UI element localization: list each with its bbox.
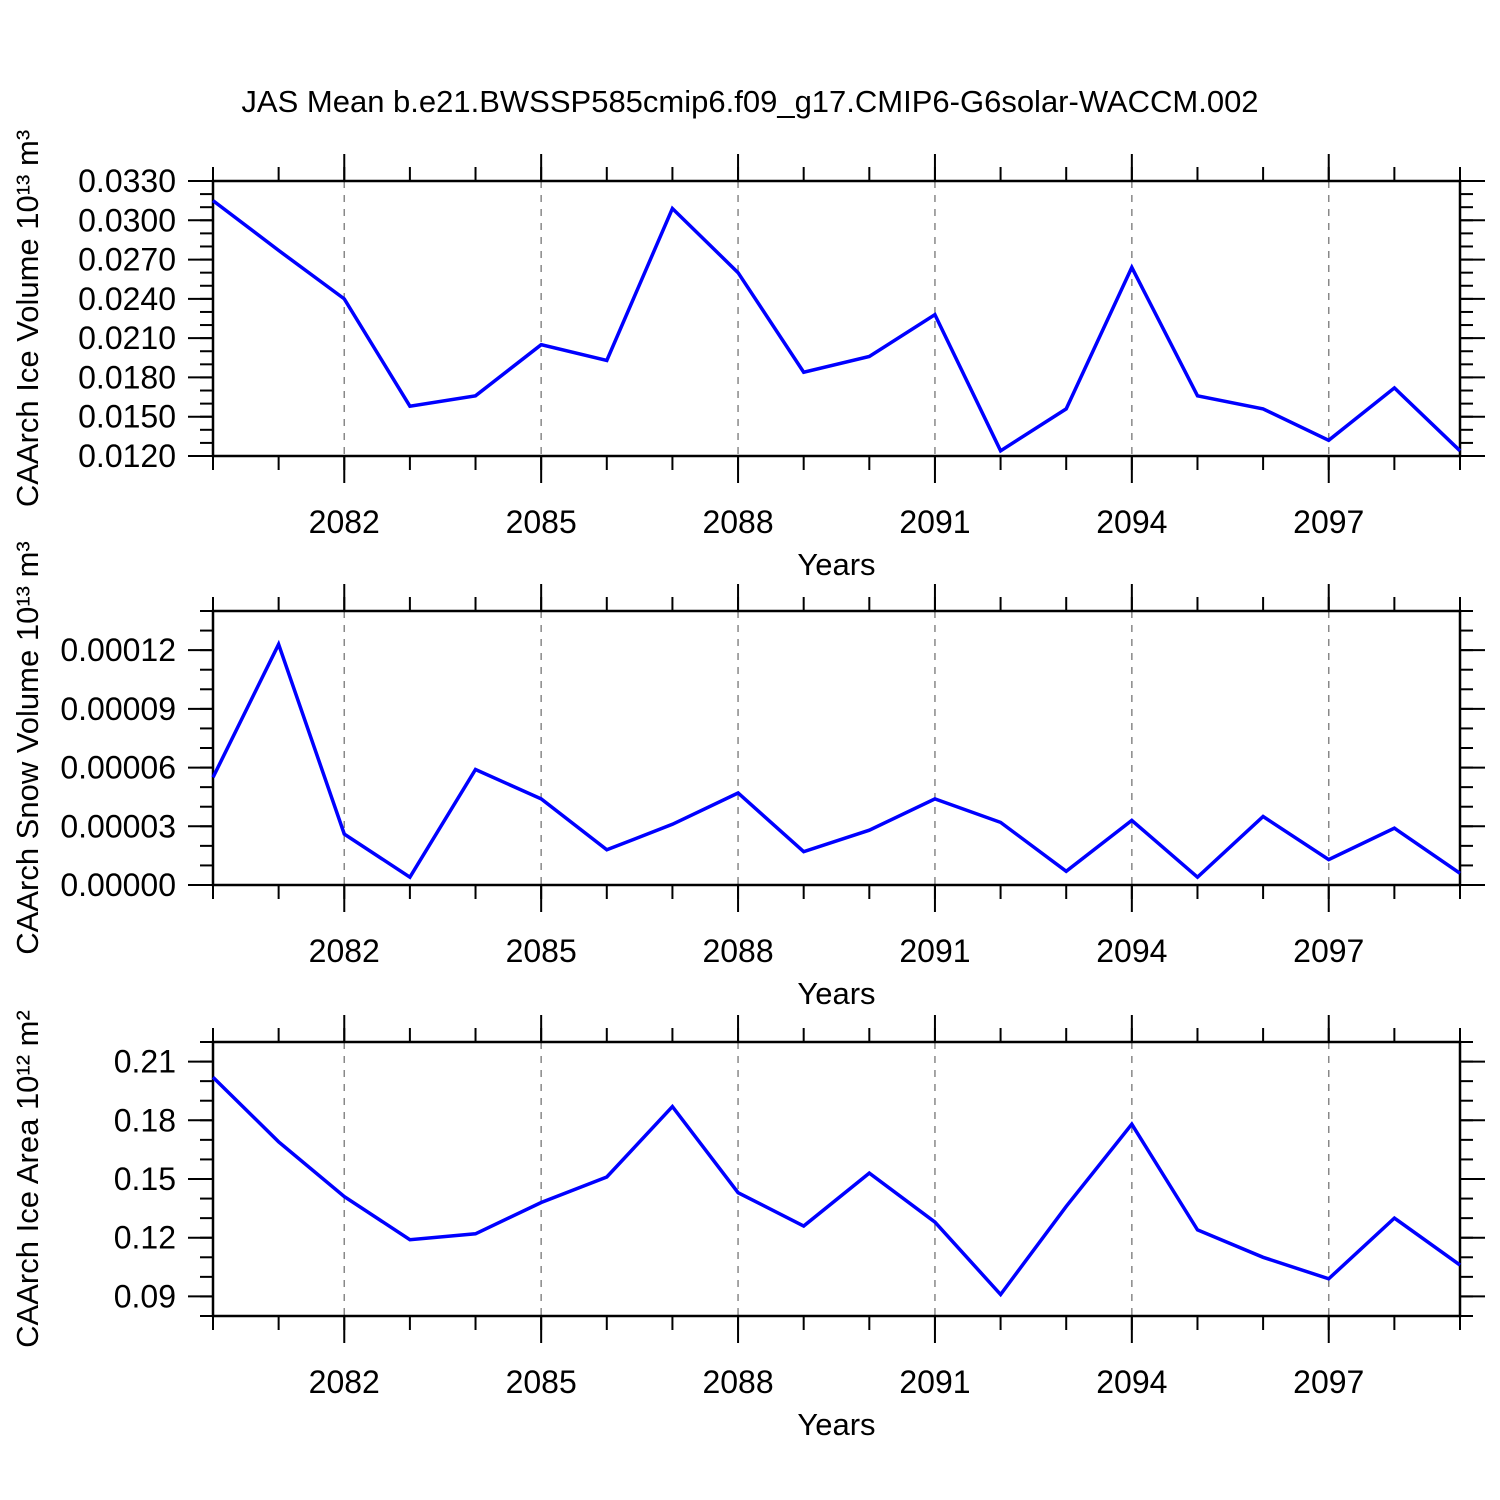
x-tick-label: 2091: [899, 933, 970, 969]
y-tick-label: 0.0150: [78, 399, 176, 435]
x-tick-label: 2085: [506, 1364, 577, 1400]
x-tick-label: 2094: [1096, 933, 1167, 969]
y-tick-label: 0.0300: [78, 202, 176, 238]
panel-snow-volume: 2082 2085 2088 2091 2094 2097 0.00012 0.00009 0.…: [10, 541, 1485, 1011]
y-tick-label: 0.15: [114, 1161, 176, 1197]
x-tick-label: 2088: [702, 504, 773, 540]
x-tick-label: 2097: [1293, 933, 1364, 969]
y-tick-label: 0.18: [114, 1102, 176, 1138]
plot-box: [211, 179, 1462, 458]
x-tick-label: 2094: [1096, 1364, 1167, 1400]
plot-box: [211, 609, 1462, 887]
x-tick-label: 2082: [309, 504, 380, 540]
x-tick-label: 2088: [702, 933, 773, 969]
x-tick-label: 2091: [899, 504, 970, 540]
x-tick-label: 2085: [506, 504, 577, 540]
x-tick-label: 2097: [1293, 1364, 1364, 1400]
y-tick-label: 0.0210: [78, 320, 176, 356]
x-tick-label: 2097: [1293, 504, 1364, 540]
x-axis-label: Years: [797, 547, 875, 582]
y-tick-label: 0.0270: [78, 242, 176, 278]
x-axis-label: Years: [797, 1407, 875, 1442]
panel-ice-area: 2082 2085 2088 2091 2094 2097 0.21 0.18 0.15 0.12…: [10, 1010, 1485, 1442]
x-tick-label: 2088: [702, 1364, 773, 1400]
x-tick-label: 2082: [309, 933, 380, 969]
data-line-ice-volume: [211, 199, 1462, 454]
data-line-snow-volume: [211, 639, 1461, 880]
y-tick-label: 0.12: [114, 1220, 176, 1256]
y-tick-label: 0.0120: [78, 438, 176, 474]
y-tick-label: 0.00006: [60, 750, 176, 786]
y-tick-label: 0.00000: [60, 867, 176, 903]
y-tick-label: 0.21: [114, 1044, 176, 1080]
y-tick-label: 0.0240: [78, 281, 176, 317]
x-tick-label: 2082: [309, 1364, 380, 1400]
x-axis-label: Years: [797, 976, 875, 1011]
y-tick-label: 0.09: [114, 1278, 176, 1314]
data-line-ice-area: [211, 1075, 1462, 1298]
x-tick-label: 2094: [1096, 504, 1167, 540]
y-axis-label: CAArch Ice Volume 10¹³ m³: [10, 130, 45, 507]
y-tick-label: 0.0180: [78, 359, 176, 395]
y-tick-label: 0.00012: [60, 632, 176, 668]
y-axis-label: CAArch Ice Area 10¹² m²: [10, 1010, 45, 1348]
figure-title: JAS Mean b.e21.BWSSP585cmip6.f09_g17.CMI…: [241, 84, 1259, 119]
plot-box: [211, 1040, 1462, 1318]
y-tick-label: 0.0330: [78, 163, 176, 199]
x-tick-label: 2085: [506, 933, 577, 969]
y-axis-label: CAArch Snow Volume 10¹³ m³: [10, 541, 45, 954]
y-tick-label: 0.00003: [60, 808, 176, 844]
y-tick-label: 0.00009: [60, 691, 176, 727]
x-tick-label: 2091: [899, 1364, 970, 1400]
